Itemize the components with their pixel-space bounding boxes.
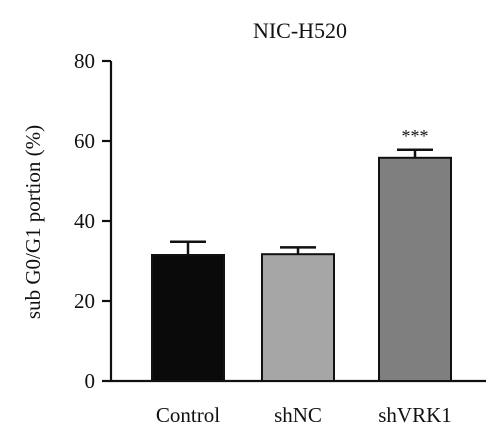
category-label: shVRK1 [378, 403, 452, 427]
bars: *** [151, 126, 452, 382]
category-label: Control [156, 403, 220, 427]
chart-title: NIC-H520 [253, 18, 347, 43]
bar-control [151, 254, 225, 382]
y-tick-label: 40 [74, 209, 95, 233]
bar-shnc [261, 253, 335, 382]
y-tick-label: 60 [74, 129, 95, 153]
category-label: shNC [274, 403, 322, 427]
y-tick-label: 80 [74, 49, 95, 73]
significance-label: *** [402, 126, 429, 146]
y-tick-label: 0 [85, 369, 96, 393]
category-labels: Control shNC shVRK1 [156, 403, 452, 427]
y-ticks: 0 20 40 60 80 [74, 49, 111, 393]
y-tick-label: 20 [74, 289, 95, 313]
bar-shvrk1 [378, 156, 452, 382]
y-axis-label: sub G0/G1 portion (%) [21, 125, 45, 319]
